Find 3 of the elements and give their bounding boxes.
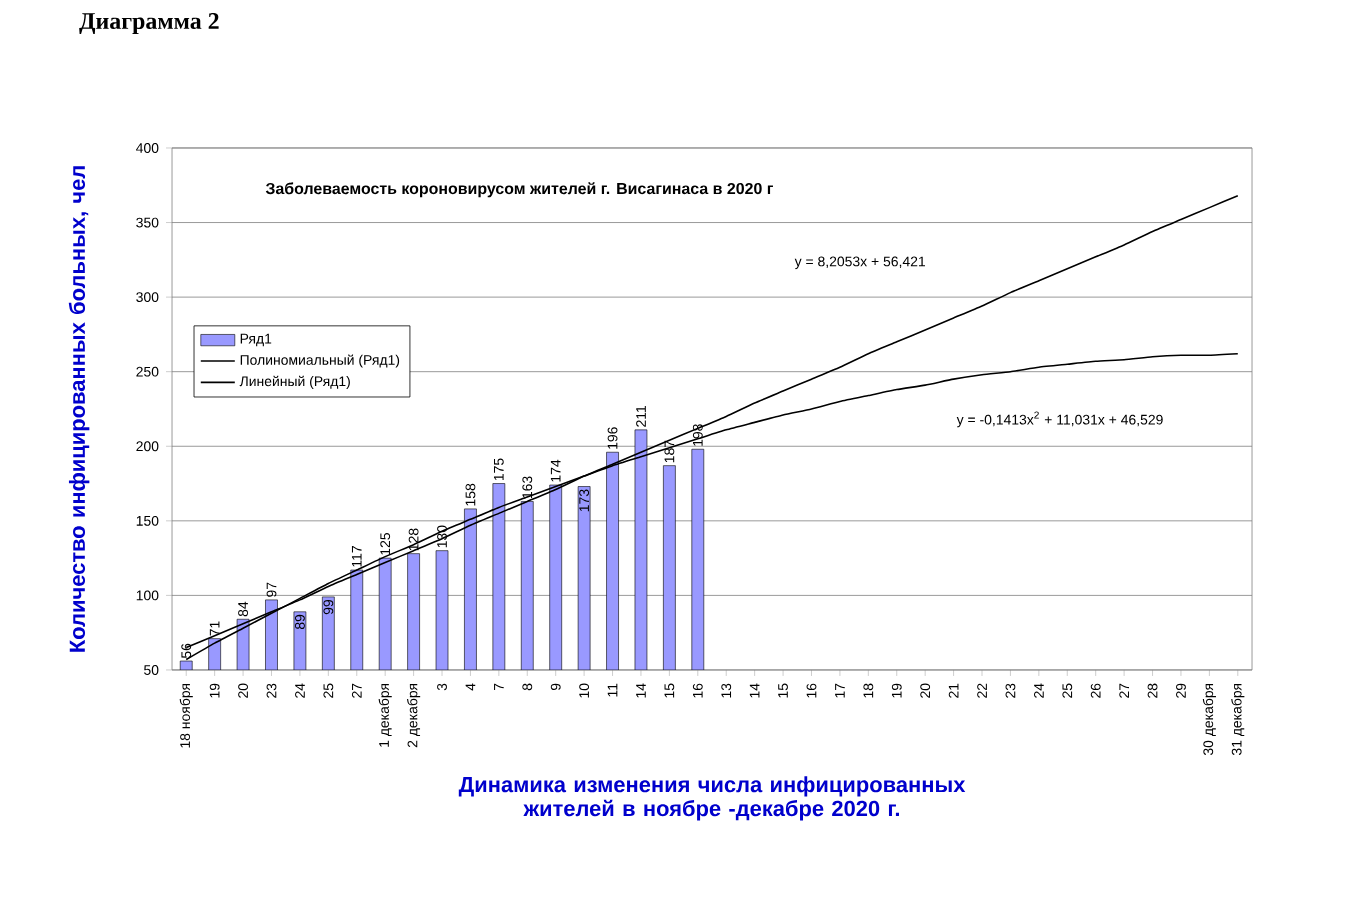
x-axis-title: Динамика изменения числа инфицированных жителей в ноябре -декабре 2020 г. (458, 776, 966, 821)
y-axis-title: Количество инфицированных больных, чел (68, 166, 90, 652)
chart-title: Диаграмма 2 (79, 13, 219, 34)
